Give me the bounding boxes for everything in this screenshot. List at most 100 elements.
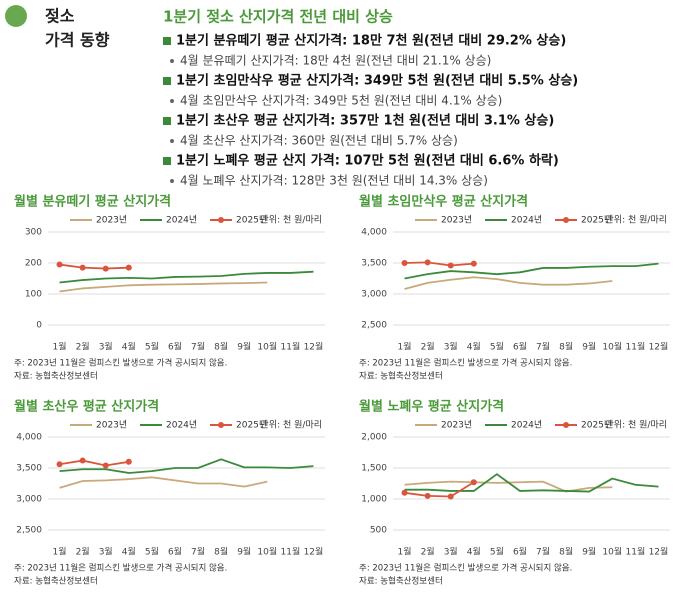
x-tick-label: 5월 [145, 341, 159, 353]
point [401, 260, 408, 266]
legend-marker [218, 422, 224, 428]
item-main: 1분기 초산우 평균 산지가격: 357만 1천 원(전년 대비 3.1% 상승… [176, 113, 554, 129]
x-tick-label: 1월 [398, 546, 412, 558]
series-line [404, 473, 659, 493]
y-tick-label: 3,000 [361, 290, 387, 300]
x-tick-label: 6월 [168, 341, 182, 353]
series-line [404, 261, 474, 267]
badge-text: 가격 동향 [45, 31, 110, 50]
x-tick-label: 5월 [490, 341, 504, 353]
legend-marker [563, 422, 569, 428]
bullet [163, 37, 171, 45]
item-sub: 4월 노폐우 산지가격: 128만 3천 원(전년 대비 14.3% 상승) [180, 173, 488, 188]
x-tick-label: 5월 [490, 546, 504, 558]
x-tick-label: 5월 [145, 546, 159, 558]
legend-label: 2024년 [511, 420, 542, 431]
x-tick-label: 10월 [602, 341, 622, 353]
source: 자료: 농협축산정보센터 [14, 371, 98, 382]
series-line [404, 481, 475, 498]
legend-label: 2023년 [441, 420, 472, 431]
x-tick-label: 11월 [626, 546, 646, 558]
x-tick-label: 3월 [99, 546, 113, 558]
point [125, 264, 132, 271]
point [424, 259, 431, 266]
x-tick-label: 2월 [421, 341, 435, 353]
point [56, 461, 63, 468]
y-tick-label: 4,000 [16, 433, 42, 443]
x-tick-label: 11월 [281, 546, 301, 558]
x-tick-label: 3월 [444, 546, 458, 558]
x-tick-label: 1월 [53, 341, 67, 353]
y-tick-label: 300 [25, 228, 42, 238]
x-tick-label: 7월 [536, 341, 550, 353]
x-tick-label: 10월 [257, 341, 277, 353]
x-tick-label: 6월 [513, 341, 527, 353]
legend-label: 2023년 [441, 215, 472, 226]
item-sub: 4월 초산우 산지가격: 360만 원(전년 대비 5.7% 상승) [180, 134, 458, 148]
bullet [163, 117, 171, 125]
x-tick-label: 1월 [398, 341, 412, 353]
y-tick-label: 3,000 [16, 495, 42, 505]
sub-bullet [170, 139, 174, 143]
note: 주: 2023년 11월은 럼피스킨 발생으로 가격 공시되지 않음. [14, 563, 227, 574]
note: 주: 2023년 11월은 럼피스킨 발생으로 가격 공시되지 않음. [14, 358, 227, 369]
x-tick-label: 10월 [257, 546, 277, 558]
source: 자료: 농협축산정보센터 [359, 576, 443, 587]
legend-marker [218, 217, 224, 223]
y-tick-label: 100 [25, 290, 42, 300]
y-tick-label: 4,000 [361, 228, 387, 238]
chart-title: 월별 분유떼기 평균 산지가격 [14, 194, 171, 210]
x-tick-label: 6월 [513, 546, 527, 558]
header-items: 1분기 분유떼기 평균 산지가격: 18만 7천 원(전년 대비 29.2% 상… [163, 33, 578, 188]
x-tick-label: 1월 [53, 546, 67, 558]
chart-title: 월별 노폐우 평균 산지가격 [359, 399, 504, 415]
sub-bullet [170, 179, 174, 183]
y-tick-label: 2,500 [361, 321, 387, 331]
point [102, 462, 109, 469]
point [424, 492, 431, 499]
note: 주: 2023년 11월은 럼피스킨 발생으로 가격 공시되지 않음. [359, 563, 572, 574]
unit: 단위: 천 원/마리 [261, 215, 322, 226]
bullet [163, 157, 171, 165]
x-tick-label: 3월 [444, 341, 458, 353]
item-main: 1분기 노폐우 평균 산지 가격: 107만 5천 원(전년 대비 6.6% 하… [176, 153, 559, 169]
point [79, 457, 86, 464]
series-line [404, 262, 659, 280]
source: 자료: 농협축산정보센터 [359, 371, 443, 382]
item-sub: 4월 초임만삭우 산지가격: 349만 5천 원(전년 대비 4.1% 상승) [180, 93, 502, 108]
legend-label: 2024년 [166, 215, 197, 226]
point [401, 489, 408, 496]
x-tick-label: 11월 [281, 341, 301, 353]
point [56, 261, 63, 268]
item-sub: 4월 분유떼기 산지가격: 18만 4천 원(전년 대비 21.1% 상승) [180, 53, 491, 68]
y-tick-label: 500 [370, 526, 387, 536]
x-tick-label: 2월 [421, 546, 435, 558]
badge-text: 젖소 [45, 7, 75, 26]
series-line [405, 277, 659, 289]
y-tick-label: 1,500 [361, 464, 387, 474]
header-title: 1분기 젖소 산지가격 전년 대비 상승 [163, 8, 393, 26]
sub-bullet [170, 59, 174, 63]
x-tick-label: 9월 [582, 546, 596, 558]
point [470, 260, 477, 267]
x-tick-label: 7월 [191, 546, 205, 558]
x-tick-label: 8월 [214, 341, 228, 353]
point [470, 479, 477, 486]
x-tick-label: 12월 [304, 546, 324, 558]
item-main: 1분기 초임만삭우 평균 산지가격: 349만 5천 원(전년 대비 5.5% … [176, 73, 578, 89]
point [447, 262, 454, 269]
y-tick-label: 1,000 [361, 495, 387, 505]
x-tick-label: 7월 [536, 546, 550, 558]
series-line [60, 477, 314, 488]
x-tick-label: 4월 [122, 546, 136, 558]
legend-label: 2025년 [236, 215, 267, 226]
point [125, 458, 132, 465]
item-main: 1분기 분유떼기 평균 산지가격: 18만 7천 원(전년 대비 29.2% 상… [176, 33, 566, 49]
unit: 단위: 천 원/마리 [606, 215, 667, 226]
x-tick-label: 6월 [168, 546, 182, 558]
x-tick-label: 8월 [559, 546, 573, 558]
x-tick-label: 3월 [99, 341, 113, 353]
